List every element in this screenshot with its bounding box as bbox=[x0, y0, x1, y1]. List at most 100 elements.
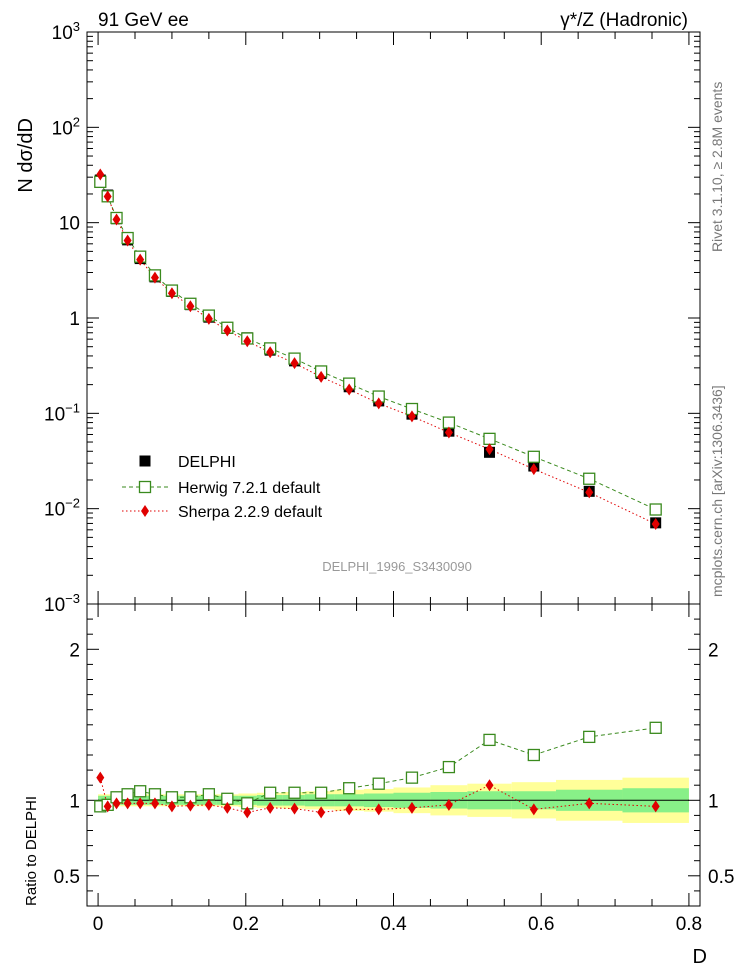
main-ylabel: N dσ/dD bbox=[15, 118, 37, 193]
sherpa-point bbox=[136, 253, 145, 266]
sherpa-ratio-point bbox=[290, 802, 299, 815]
sherpa-ratio-point bbox=[266, 801, 275, 814]
x-axis-label: D bbox=[693, 946, 707, 968]
legend-entry-label: Sherpa 2.2.9 default bbox=[178, 504, 323, 521]
sherpa-ratio-point bbox=[223, 801, 232, 814]
herwig-point bbox=[527, 450, 540, 463]
header-right: γ*/Z (Hadronic) bbox=[560, 10, 688, 31]
herwig-ratio-point bbox=[442, 760, 456, 774]
sherpa-ratio-point bbox=[651, 800, 660, 813]
sherpa-point bbox=[186, 300, 195, 313]
sherpa-point bbox=[345, 383, 354, 396]
sherpa-ratio-point bbox=[317, 806, 326, 819]
sherpa-point bbox=[112, 213, 121, 226]
sherpa-ratio-point bbox=[96, 771, 105, 784]
sherpa-point bbox=[123, 234, 132, 247]
main-ytick-label: 10−2 bbox=[44, 496, 80, 521]
sherpa-point bbox=[150, 271, 159, 284]
ratio-ytick-label-right: 2 bbox=[708, 640, 719, 661]
herwig-ratio-point bbox=[202, 788, 216, 801]
herwig-ratio-point bbox=[649, 721, 662, 734]
main-ytick-label: 1 bbox=[69, 309, 80, 330]
herwig-ratio-point bbox=[583, 730, 596, 744]
main-ytick-label: 10−3 bbox=[44, 591, 80, 616]
sherpa-point bbox=[317, 370, 326, 383]
sherpa-point bbox=[167, 287, 176, 300]
xtick-label: 0.6 bbox=[528, 914, 554, 935]
legend-entry-label: Herwig 7.2.1 default bbox=[178, 480, 321, 497]
herwig-point bbox=[649, 503, 662, 516]
herwig-ratio-point bbox=[527, 748, 540, 762]
legend: DELPHI Herwig 7.2.1 default Sherpa 2.2.9 d… bbox=[122, 454, 323, 521]
ratio-ytick-label-right: 0.5 bbox=[708, 867, 734, 888]
sherpa-point bbox=[485, 443, 494, 456]
sherpa-ratio-point bbox=[150, 797, 159, 810]
ratio-ylabel: Ratio to DELPHI bbox=[23, 796, 40, 906]
sherpa-ratio-point bbox=[123, 797, 132, 810]
analysis-watermark: DELPHI_1996_S3430090 bbox=[322, 559, 472, 574]
herwig-ratio-point bbox=[483, 733, 496, 747]
header-left: 91 GeV ee bbox=[98, 10, 189, 31]
herwig-line bbox=[99, 181, 656, 510]
xtick-label: 0.8 bbox=[676, 914, 702, 935]
herwig-ratio-point bbox=[288, 786, 301, 799]
xtick-label: 0 bbox=[93, 914, 104, 935]
sherpa-ratio-point bbox=[485, 779, 494, 792]
main-ytick-label: 10 bbox=[59, 214, 80, 235]
sherpa-ratio-point bbox=[243, 806, 252, 819]
herwig-ratio-line bbox=[100, 727, 656, 807]
sherpa-ratio-point bbox=[186, 799, 195, 812]
sherpa-ratio-point bbox=[136, 797, 145, 810]
sherpa-point bbox=[290, 357, 299, 370]
ratio-panel: 0 0.2 0.4 0.6 0.8 0.5 0.5 1 1 2 2 bbox=[54, 603, 734, 935]
sherpa-point bbox=[243, 335, 252, 348]
main-ytick-label: 103 bbox=[52, 19, 80, 44]
xtick-label: 0.2 bbox=[233, 914, 259, 935]
ratio-ytick-label: 2 bbox=[69, 640, 80, 661]
sherpa-ratio-point bbox=[103, 800, 112, 813]
xtick-label: 0.4 bbox=[380, 914, 407, 935]
sherpa-ratio-point bbox=[204, 798, 213, 811]
sherpa-ratio-point bbox=[345, 803, 354, 816]
sherpa-point bbox=[96, 168, 105, 181]
main-ytick-label: 102 bbox=[52, 114, 80, 139]
herwig-ratio-point bbox=[134, 785, 147, 798]
legend-herwig-marker bbox=[138, 480, 152, 494]
sherpa-ratio-point bbox=[585, 797, 594, 810]
sherpa-point bbox=[103, 190, 112, 203]
ratio-ytick-label: 1 bbox=[69, 791, 80, 812]
legend-delphi-marker bbox=[139, 455, 151, 467]
herwig-ratio-point bbox=[343, 782, 356, 795]
sherpa-point bbox=[407, 410, 416, 423]
sherpa-point bbox=[223, 324, 232, 337]
herwig-point bbox=[483, 432, 496, 445]
legend-sherpa-marker bbox=[141, 505, 149, 517]
herwig-ratio-point bbox=[314, 786, 328, 799]
sherpa-ratio-point bbox=[529, 803, 538, 816]
mcplots-label: mcplots.cern.ch [arXiv:1306.3436] bbox=[709, 385, 725, 597]
sherpa-ratio-point bbox=[374, 803, 383, 816]
herwig-ratio-point bbox=[264, 786, 277, 799]
sherpa-ratio-point bbox=[444, 798, 453, 811]
sherpa-point bbox=[204, 312, 213, 325]
herwig-ratio-point bbox=[405, 771, 419, 784]
rivet-label: Rivet 3.1.10, ≥ 2.8M events bbox=[709, 82, 725, 252]
main-ytick-label: 10−1 bbox=[44, 400, 80, 425]
legend-entry-label: DELPHI bbox=[178, 454, 236, 471]
ratio-ytick-label-right: 1 bbox=[708, 791, 719, 812]
sherpa-point bbox=[374, 397, 383, 410]
sherpa-point bbox=[585, 486, 594, 499]
sherpa-ratio-point bbox=[112, 797, 121, 810]
sherpa-point bbox=[651, 518, 660, 531]
herwig-ratio-point bbox=[372, 777, 385, 790]
sherpa-ratio-point bbox=[407, 801, 416, 814]
sherpa-point bbox=[529, 463, 538, 476]
sherpa-point bbox=[266, 346, 275, 359]
herwig-point bbox=[583, 472, 596, 485]
ratio-ytick-label: 0.5 bbox=[54, 867, 80, 888]
sherpa-point bbox=[444, 426, 453, 439]
sherpa-ratio-point bbox=[167, 800, 176, 813]
herwig-point bbox=[442, 416, 456, 429]
